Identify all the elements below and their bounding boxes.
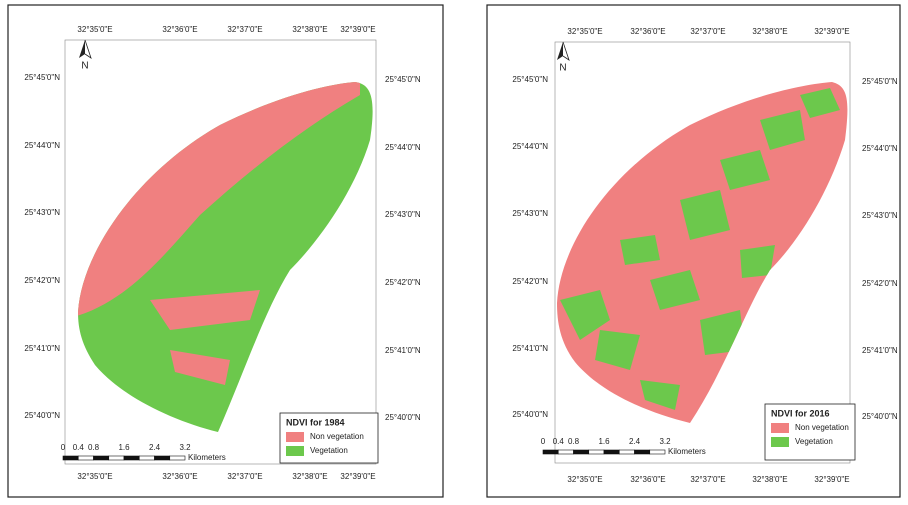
latitude-label: 25°44'0"N — [512, 142, 548, 151]
scale-tick-label: 2.4 — [149, 443, 161, 452]
legend-label: Vegetation — [795, 437, 833, 446]
north-arrow-outline — [85, 40, 91, 58]
scale-bar-segment — [604, 450, 619, 454]
longitude-label: 32°39'0"E — [814, 27, 849, 36]
north-label: N — [81, 61, 88, 72]
scale-tick-label: 0 — [61, 443, 66, 452]
scale-bar-segment — [543, 450, 558, 454]
latitude-label: 25°41'0"N — [862, 346, 898, 355]
latitude-label: 25°45'0"N — [24, 73, 60, 82]
longitude-label: 32°38'0"E — [292, 472, 327, 481]
longitude-label: 32°39'0"E — [814, 475, 849, 484]
latitude-label: 25°45'0"N — [862, 77, 898, 86]
longitude-label: 32°39'0"E — [340, 472, 375, 481]
longitude-label: 32°35'0"E — [77, 472, 112, 481]
longitude-label: 32°38'0"E — [752, 475, 787, 484]
longitude-label: 32°37'0"E — [690, 27, 725, 36]
legend-swatch — [771, 423, 789, 433]
north-arrow-outline — [563, 42, 569, 60]
latitude-label: 25°40'0"N — [385, 413, 421, 422]
scale-bar-segment — [650, 450, 665, 454]
longitude-label: 32°37'0"E — [227, 25, 262, 34]
scale-bar-segment — [63, 456, 78, 460]
longitude-label: 32°36'0"E — [162, 25, 197, 34]
longitude-label: 32°36'0"E — [630, 27, 665, 36]
latitude-label: 25°42'0"N — [385, 278, 421, 287]
scale-tick-label: 0.8 — [568, 437, 580, 446]
scale-unit: Kilometers — [668, 447, 706, 456]
scale-tick-label: 1.6 — [118, 443, 130, 452]
longitude-label: 32°35'0"E — [77, 25, 112, 34]
legend-label: Vegetation — [310, 446, 348, 455]
scale-tick-label: 3.2 — [659, 437, 671, 446]
longitude-label: 32°38'0"E — [292, 25, 327, 34]
longitude-label: 32°39'0"E — [340, 25, 375, 34]
latitude-label: 25°43'0"N — [512, 209, 548, 218]
scale-bar-segment — [78, 456, 93, 460]
latitude-label: 25°43'0"N — [24, 208, 60, 217]
latitude-label: 25°42'0"N — [862, 279, 898, 288]
scale-tick-label: 0.4 — [553, 437, 565, 446]
scale-unit: Kilometers — [188, 453, 226, 462]
legend-swatch — [286, 432, 304, 442]
scale-bar-segment — [558, 450, 573, 454]
scale-tick-label: 1.6 — [598, 437, 610, 446]
scale-bar-segment — [170, 456, 185, 460]
longitude-label: 32°37'0"E — [690, 475, 725, 484]
legend-swatch — [771, 437, 789, 447]
legend-swatch — [286, 446, 304, 456]
latitude-label: 25°41'0"N — [24, 344, 60, 353]
longitude-label: 32°38'0"E — [752, 27, 787, 36]
scale-bar-segment — [109, 456, 124, 460]
scale-tick-label: 0.4 — [73, 443, 85, 452]
legend-label: Non vegetation — [310, 432, 364, 441]
latitude-label: 25°40'0"N — [24, 411, 60, 420]
latitude-label: 25°42'0"N — [24, 276, 60, 285]
scale-tick-label: 0 — [541, 437, 546, 446]
longitude-label: 32°37'0"E — [227, 472, 262, 481]
legend-label: Non vegetation — [795, 423, 849, 432]
latitude-label: 25°44'0"N — [862, 144, 898, 153]
scale-bar-segment — [124, 456, 139, 460]
latitude-label: 25°43'0"N — [385, 210, 421, 219]
scale-bar-segment — [139, 456, 154, 460]
latitude-label: 25°45'0"N — [512, 75, 548, 84]
latitude-label: 25°41'0"N — [385, 346, 421, 355]
north-arrow — [557, 42, 563, 60]
scale-bar-segment — [635, 450, 650, 454]
latitude-label: 25°44'0"N — [385, 143, 421, 152]
scale-tick-label: 2.4 — [629, 437, 641, 446]
longitude-label: 32°36'0"E — [162, 472, 197, 481]
legend-title: NDVI for 1984 — [286, 417, 345, 427]
longitude-label: 32°35'0"E — [567, 27, 602, 36]
latitude-label: 25°45'0"N — [385, 75, 421, 84]
north-arrow — [79, 40, 85, 58]
latitude-label: 25°43'0"N — [862, 211, 898, 220]
north-label: N — [559, 63, 566, 74]
scale-tick-label: 0.8 — [88, 443, 100, 452]
map-figure: 32°35'0"E 32°36'0"E 32°37'0"E 32°38'0"E 32°3… — [0, 0, 908, 505]
latitude-label: 25°44'0"N — [24, 141, 60, 150]
scale-bar-segment — [94, 456, 109, 460]
scale-bar-segment — [619, 450, 634, 454]
latitude-label: 25°40'0"N — [862, 412, 898, 421]
scale-bar-segment — [155, 456, 170, 460]
scale-bar-segment — [574, 450, 589, 454]
scale-tick-label: 3.2 — [179, 443, 191, 452]
latitude-label: 25°42'0"N — [512, 277, 548, 286]
scale-bar-segment — [589, 450, 604, 454]
longitude-label: 32°35'0"E — [567, 475, 602, 484]
legend-title: NDVI for 2016 — [771, 408, 830, 418]
latitude-label: 25°41'0"N — [512, 344, 548, 353]
latitude-label: 25°40'0"N — [512, 410, 548, 419]
longitude-label: 32°36'0"E — [630, 475, 665, 484]
